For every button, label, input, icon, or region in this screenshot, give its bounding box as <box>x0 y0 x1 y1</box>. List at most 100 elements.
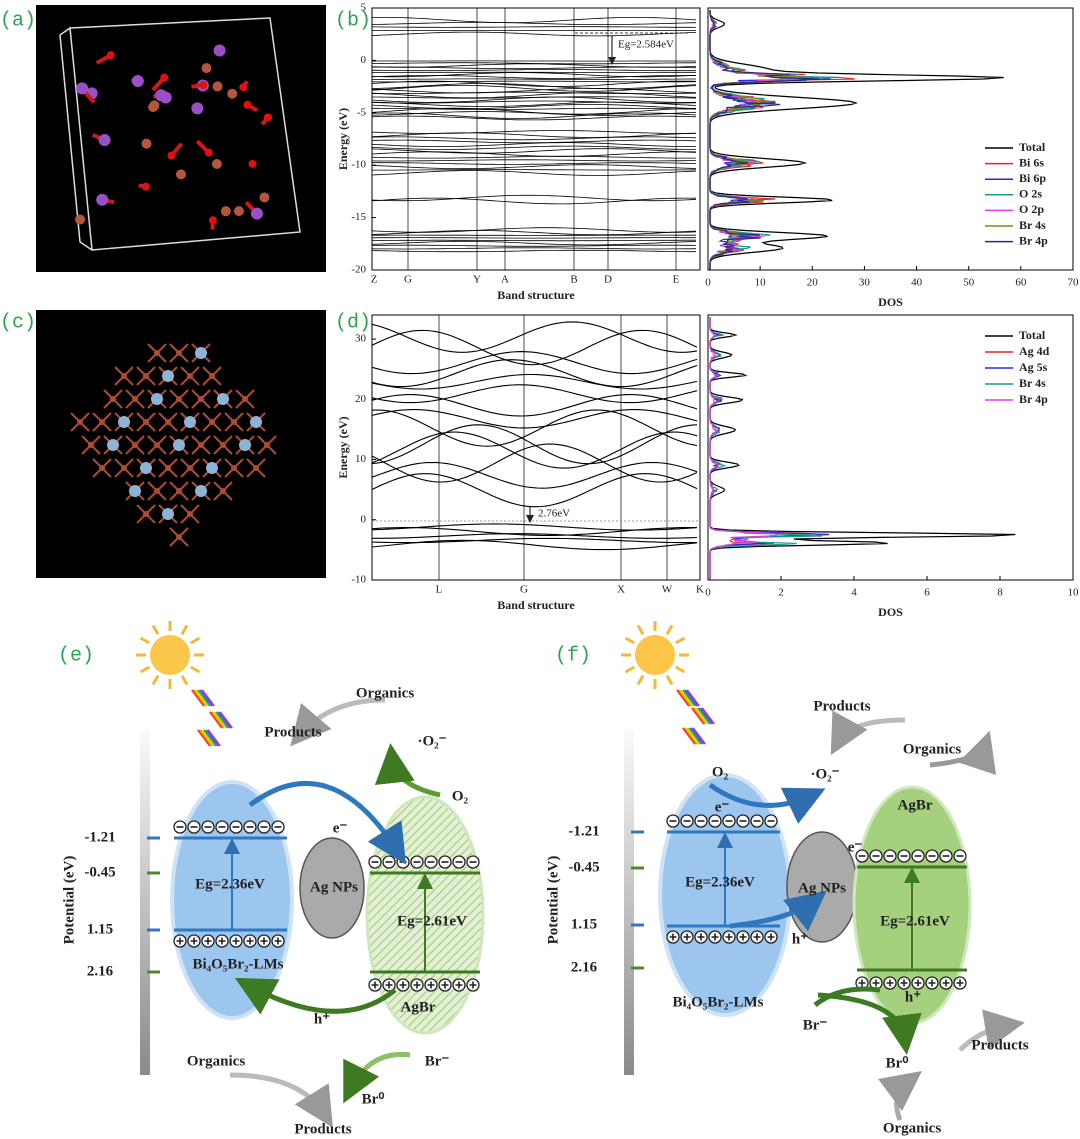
atom-br <box>209 419 215 425</box>
charge-sign <box>190 937 198 945</box>
legend-label: Ag 5s <box>1019 360 1048 374</box>
atom-br <box>227 88 238 99</box>
atom-o <box>199 81 208 90</box>
atom-ag <box>184 416 196 428</box>
charge-sign <box>886 979 894 987</box>
y-tick-label: 0 <box>361 513 367 525</box>
k-point-label: K <box>696 584 704 596</box>
atom-ag <box>239 439 251 451</box>
atom-br <box>121 373 127 379</box>
label: O₂ <box>452 788 469 804</box>
sun-ray <box>139 665 150 674</box>
dos-curve <box>709 317 778 580</box>
atom-ag <box>206 462 218 474</box>
atom-o <box>263 113 272 122</box>
y-tick-label: 30 <box>355 333 367 345</box>
band-line <box>371 443 698 483</box>
k-point-label: G <box>404 274 412 286</box>
y-tick-label: 10 <box>355 453 367 465</box>
x-axis-label: DOS <box>878 295 903 309</box>
charge-sign <box>956 979 964 987</box>
sun-ray <box>180 675 189 686</box>
band-line <box>371 244 697 247</box>
sun-ray <box>151 675 160 686</box>
label: e⁻ <box>333 820 348 836</box>
sun-ray <box>190 636 201 645</box>
label: Eg=2.61eV <box>397 913 467 929</box>
light-ray <box>693 707 707 725</box>
potential-label: 2.16 <box>571 959 598 975</box>
arrow <box>229 1072 333 1128</box>
sun-ray <box>624 665 635 674</box>
label: Organics <box>187 1053 245 1069</box>
light-ray <box>678 689 692 707</box>
charge-sign <box>767 933 775 941</box>
band-line <box>371 424 698 465</box>
light-ray <box>195 689 209 707</box>
charge-sign <box>900 979 908 987</box>
x-tick-label: 8 <box>997 587 1003 599</box>
ag-nps <box>299 837 365 939</box>
light-ray <box>205 729 219 747</box>
charge-sign <box>385 981 393 989</box>
arrow <box>813 986 905 1040</box>
atom-br <box>148 102 159 113</box>
light-ray <box>201 729 215 747</box>
arrow <box>343 1051 411 1104</box>
label: Bi₄O₅Br₂-LMs <box>673 994 764 1010</box>
band-line <box>371 132 697 138</box>
atom-o <box>243 100 252 109</box>
charge-sign <box>711 933 719 941</box>
label: Eg=2.61eV <box>880 913 950 929</box>
y-axis-label: Energy (eV) <box>336 416 350 478</box>
charge-sign <box>753 933 761 941</box>
x-tick-label: 0 <box>705 587 711 599</box>
band-line <box>372 66 697 69</box>
label: Ag NPs <box>310 879 358 895</box>
atom-br <box>231 419 237 425</box>
atom-br <box>99 419 105 425</box>
label: Br⁻ <box>803 1017 828 1033</box>
potential-axis-label: Potential (eV) <box>61 856 77 945</box>
atom-br <box>176 488 182 494</box>
light-ray <box>193 689 207 707</box>
atom-ag <box>107 439 119 451</box>
arrow <box>877 1070 922 1121</box>
atom-o <box>160 73 169 82</box>
band-line <box>371 75 696 79</box>
light-ray <box>684 727 698 745</box>
band-line <box>372 239 696 242</box>
atom-br <box>176 350 182 356</box>
atom-br <box>233 206 244 217</box>
potential-label: -1.21 <box>84 829 115 845</box>
panel-label: (b) <box>335 9 371 32</box>
light-ray <box>203 729 217 747</box>
label: Bi₄O₅Br₂-LMs <box>193 956 284 972</box>
atom-br <box>264 442 270 448</box>
band-line <box>371 151 697 157</box>
plot-frame <box>707 314 1074 581</box>
atom-bi <box>191 102 204 115</box>
band-line <box>371 164 697 170</box>
band-line <box>371 431 698 469</box>
y-tick-label: -10 <box>351 574 366 586</box>
legend-label: Total <box>1019 140 1046 154</box>
charge-sign <box>914 979 922 987</box>
light-ray <box>676 689 690 707</box>
band-line <box>371 69 696 72</box>
atom-o <box>141 182 150 191</box>
charge-sign <box>928 979 936 987</box>
panel-label: (d) <box>335 311 371 334</box>
atom-br <box>212 81 223 92</box>
atom-br <box>132 396 138 402</box>
light-ray <box>191 689 205 707</box>
band-line <box>371 139 697 144</box>
atom-bi <box>155 89 168 102</box>
atom-br <box>211 159 222 170</box>
dos-curve <box>709 317 1016 580</box>
y-tick-label: 20 <box>355 393 367 405</box>
band-line <box>371 527 697 536</box>
band-line <box>371 155 696 159</box>
k-point-label: B <box>570 274 577 286</box>
band-line <box>371 80 696 83</box>
